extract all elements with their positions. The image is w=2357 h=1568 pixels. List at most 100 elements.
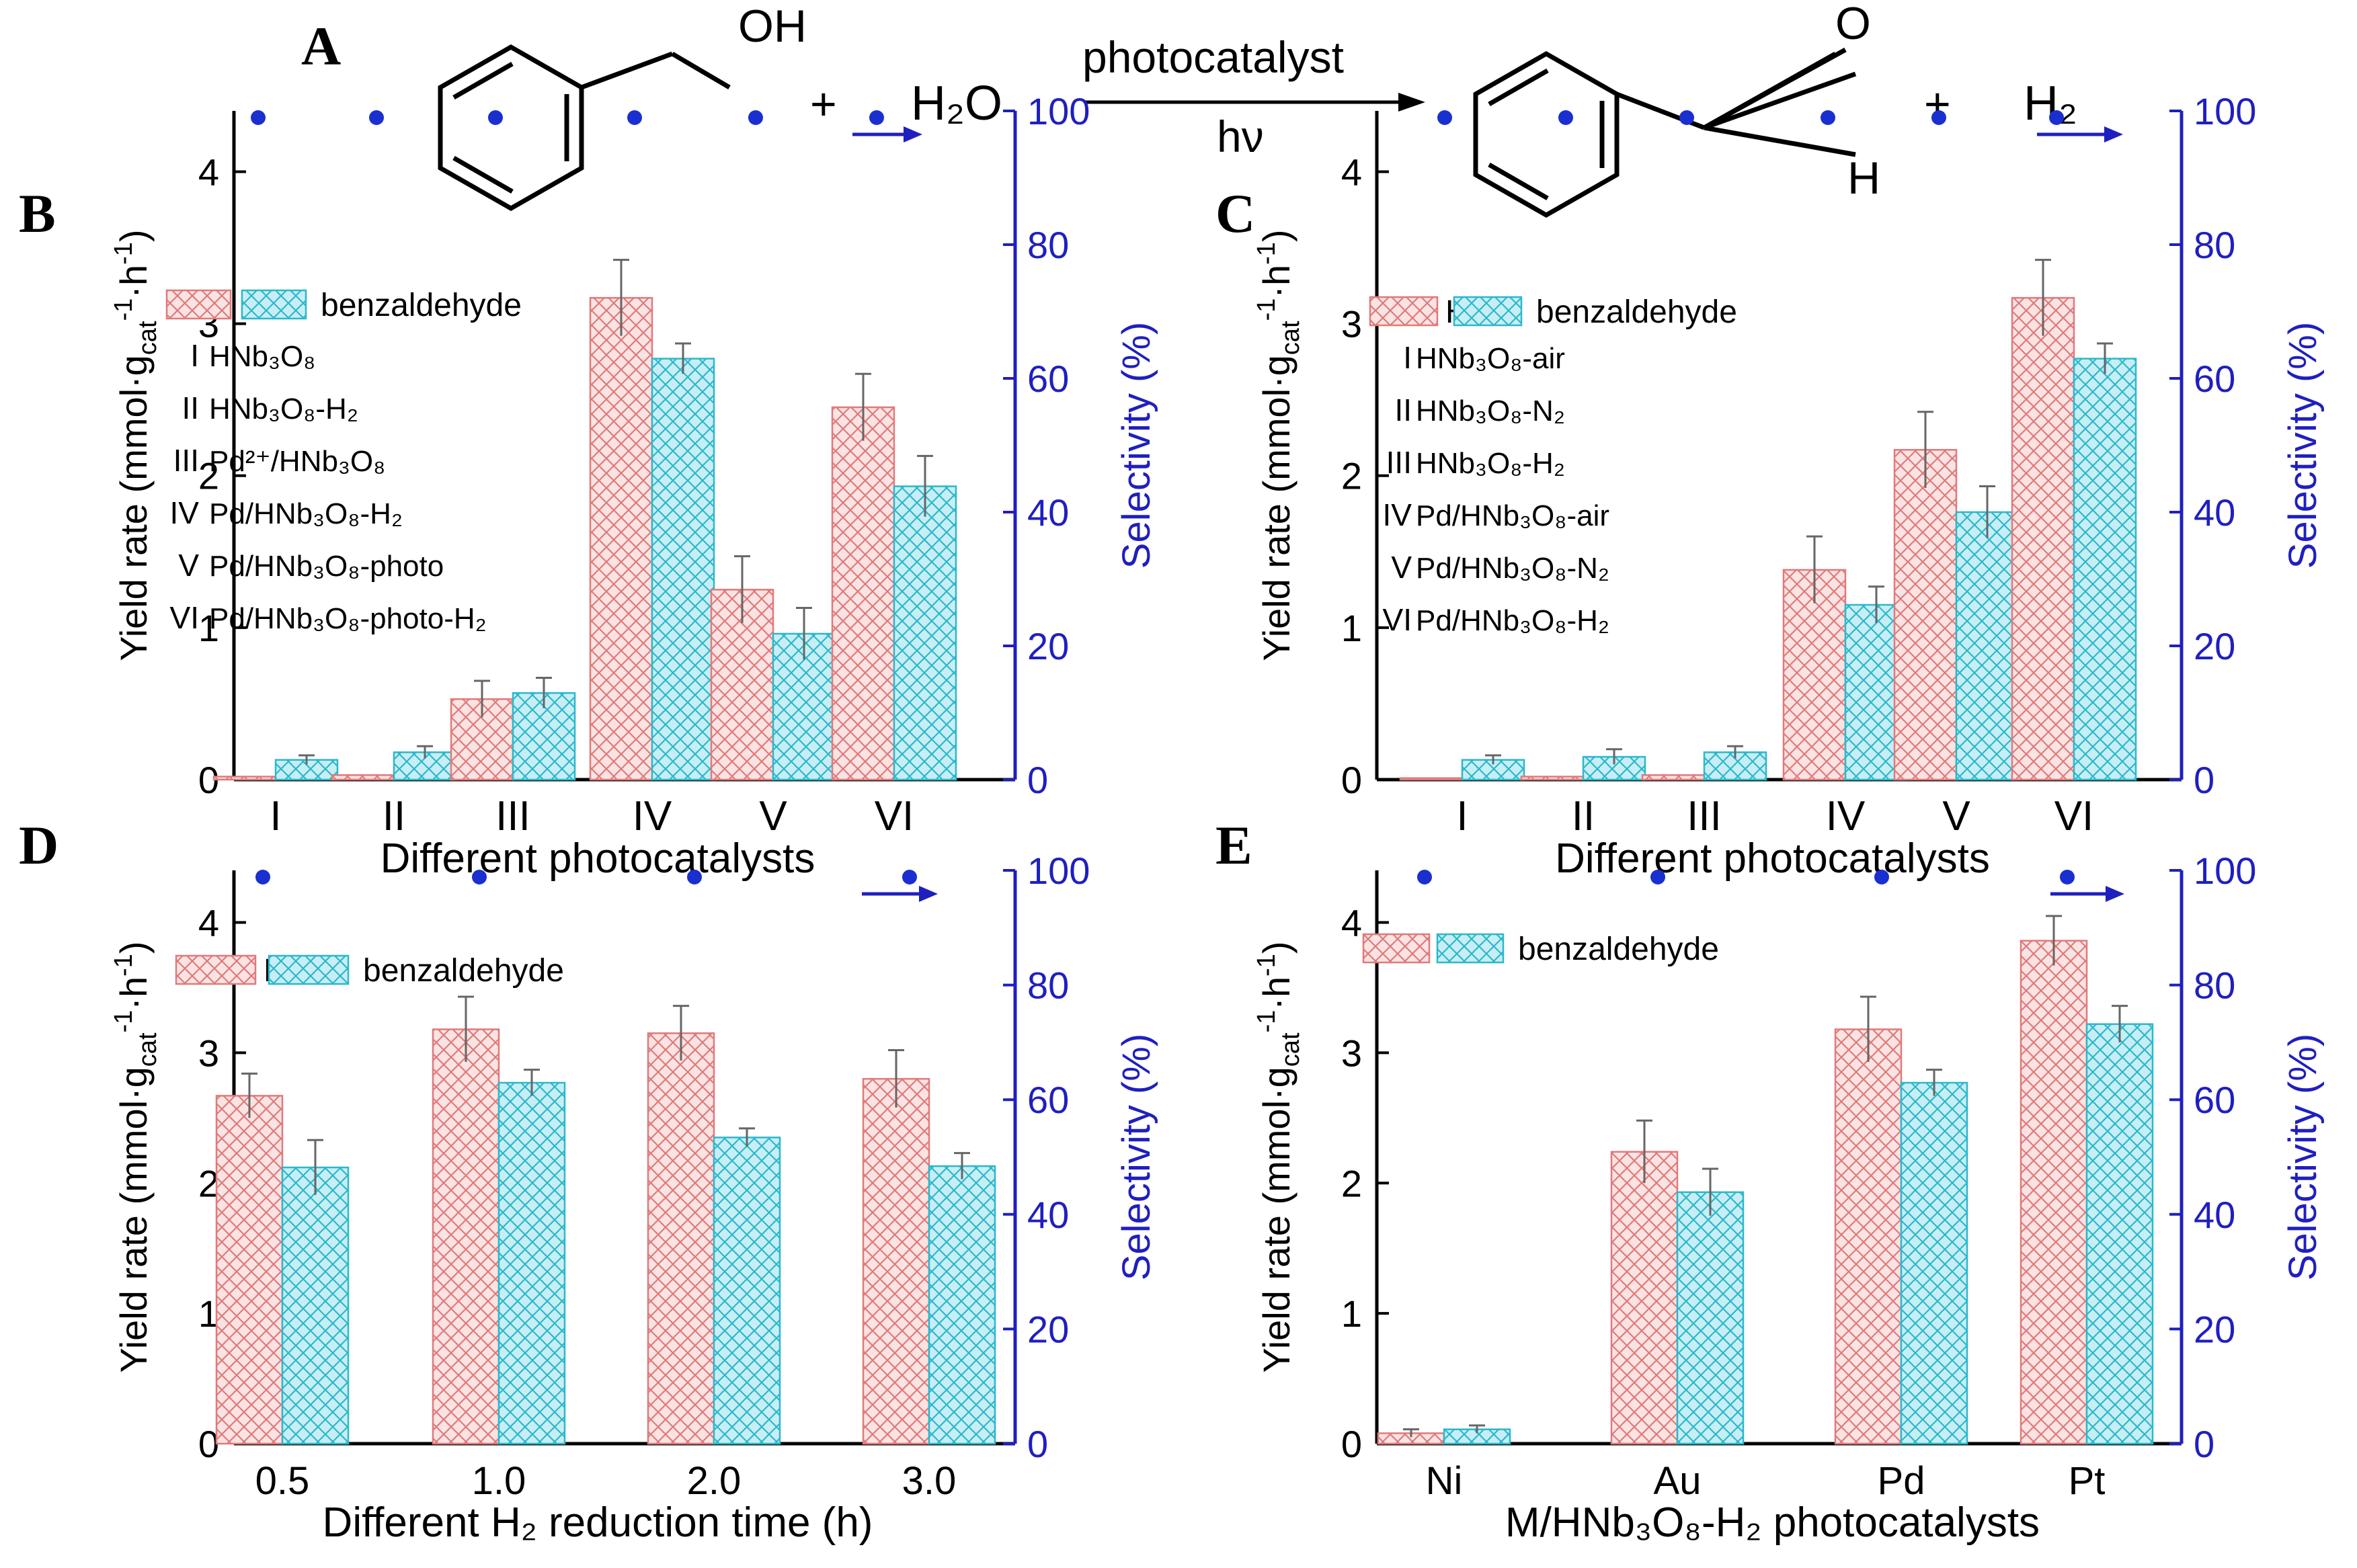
y-tick-label: 0 xyxy=(1341,1423,1362,1465)
oh-label: OH xyxy=(738,1,807,52)
selectivity-point xyxy=(472,870,487,884)
h2-bar xyxy=(589,296,653,781)
y2-tick-label: 0 xyxy=(1027,759,1048,801)
y-axis-label-part: ·h xyxy=(1255,265,1297,298)
sample-name: Pd/HNb₃O₈-photo-H₂ xyxy=(209,602,487,635)
y-axis-label-part: -1 xyxy=(1252,1010,1281,1033)
y-axis-label-part: ) xyxy=(112,941,155,954)
y-tick-label: 2 xyxy=(1341,1162,1362,1204)
legend-benzaldehyde-label: benzaldehyde xyxy=(321,288,522,323)
arrow-bottom-label: hν xyxy=(1217,112,1264,161)
y2-tick-label: 40 xyxy=(2194,1194,2235,1236)
h-label: H xyxy=(1847,153,1880,204)
y-axis-label: Yield rate (mmol·gcat-1·h-1) xyxy=(1252,941,1305,1372)
panel-label: D xyxy=(19,815,58,876)
selectivity-point xyxy=(369,110,384,125)
sample-number: III xyxy=(1386,445,1412,480)
benzaldehyde-bar xyxy=(651,358,715,781)
x-tick-label: VI xyxy=(2054,793,2094,839)
x-tick-label: 2.0 xyxy=(687,1459,742,1503)
y-axis-label-part: Yield rate (mmol·g xyxy=(112,355,155,661)
y2-tick-label: 20 xyxy=(1027,625,1069,667)
selectivity-point xyxy=(1679,110,1694,125)
h2-bar xyxy=(1520,776,1585,781)
selectivity-point xyxy=(687,870,702,884)
x-tick-label: III xyxy=(495,793,530,839)
y-tick-label: 3 xyxy=(1341,1032,1362,1074)
y2-tick-label: 60 xyxy=(1027,358,1069,400)
h2-bar xyxy=(215,1095,284,1445)
x-tick-label: V xyxy=(759,793,787,839)
benzaldehyde-bar xyxy=(928,1165,996,1445)
y-axis-label-part: -1 xyxy=(1252,298,1281,321)
y-tick-label: 4 xyxy=(1341,902,1362,944)
y2-axis-label: Selectivity (%) xyxy=(1115,1034,1158,1280)
y-axis-label: Yield rate (mmol·gcat-1·h-1) xyxy=(1252,229,1305,661)
y-tick-label: 3 xyxy=(1341,303,1362,345)
legend-benzaldehyde-label: benzaldehyde xyxy=(363,953,564,989)
selectivity-point xyxy=(748,110,763,125)
y2-axis-label: Selectivity (%) xyxy=(1115,322,1158,569)
x-tick-label: VI xyxy=(875,793,914,839)
arrow-top-label: photocatalyst xyxy=(1082,32,1344,82)
y2-tick-label: 80 xyxy=(2194,224,2235,266)
plus-sign-1: + xyxy=(810,79,837,130)
x-tick-label: V xyxy=(1942,793,1970,839)
sample-number: VI xyxy=(170,600,199,635)
selectivity-point xyxy=(902,870,917,884)
h2-bar xyxy=(1641,774,1706,781)
sample-number: II xyxy=(1394,393,1412,427)
y-tick-label: 2 xyxy=(198,455,219,497)
sample-number: I xyxy=(1403,340,1412,375)
y2-axis-label: Selectivity (%) xyxy=(2281,322,2325,569)
y-axis-label-part: cat xyxy=(134,321,162,355)
selectivity-point xyxy=(869,110,884,125)
x-tick-label: I xyxy=(270,793,281,839)
y-axis-label-part: cat xyxy=(134,1032,162,1067)
h2-bar xyxy=(432,1028,500,1445)
y-axis-label-part: cat xyxy=(1277,1032,1305,1067)
y-axis-label-part: -1 xyxy=(110,242,138,265)
x-tick-label: Pd xyxy=(1878,1459,1925,1503)
y-axis-label-part: ·h xyxy=(112,977,155,1010)
x-tick-label: II xyxy=(1572,793,1595,839)
benzaldehyde-structure xyxy=(1473,47,1857,218)
benzyl-alcohol-structure xyxy=(438,44,731,212)
y2-tick-label: 100 xyxy=(1027,90,1090,132)
legend-h2-swatch xyxy=(175,954,257,985)
legend-h2-swatch xyxy=(165,289,232,320)
x-tick-label: 3.0 xyxy=(902,1459,957,1503)
x-tick-label: II xyxy=(383,793,405,839)
h2-bar xyxy=(212,776,277,781)
selectivity-point xyxy=(1931,110,1946,125)
h2-bar xyxy=(1834,1028,1903,1445)
y2-tick-label: 60 xyxy=(1027,1079,1069,1121)
x-axis-label: M/HNb₃O₈-H₂ photocatalysts xyxy=(1505,1499,2040,1546)
y-axis-label-part: cat xyxy=(1277,321,1305,355)
selectivity-point xyxy=(2060,870,2075,884)
sample-name: Pd/HNb₃O₈-H₂ xyxy=(209,497,403,530)
sample-number: VI xyxy=(1383,602,1412,637)
selectivity-point xyxy=(1558,110,1573,125)
x-tick-label: 0.5 xyxy=(255,1459,310,1503)
x-tick-label: IV xyxy=(1826,793,1866,839)
sample-name: HNb₃O₈ xyxy=(209,340,315,373)
panel-label-a: A xyxy=(301,15,341,77)
h2-bar xyxy=(1399,777,1464,781)
x-axis-label: Different photocatalysts xyxy=(1555,835,1990,882)
x-tick-label: 1.0 xyxy=(472,1459,526,1503)
sample-number: V xyxy=(178,548,199,583)
benzaldehyde-bar xyxy=(893,485,957,781)
y2-tick-label: 100 xyxy=(2194,850,2256,892)
y-axis-label-part: -1 xyxy=(1252,242,1281,265)
y-tick-label: 4 xyxy=(1341,151,1362,193)
y-tick-label: 0 xyxy=(1341,759,1362,801)
y-axis-label-part: ) xyxy=(1255,941,1297,954)
selectivity-point xyxy=(1821,110,1835,125)
benzaldehyde-bar xyxy=(2073,358,2137,781)
x-tick-label: I xyxy=(1456,793,1468,839)
h2-bar xyxy=(862,1077,930,1445)
